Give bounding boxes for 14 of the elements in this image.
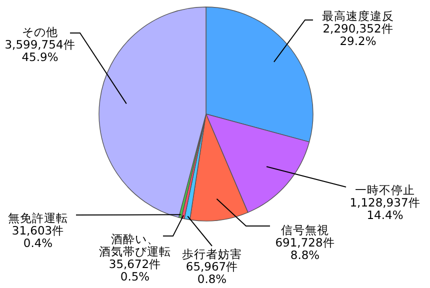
data-label: 2,290,352件 29.2% [322,22,394,48]
slice-label: その他 [22,25,58,40]
slice-label: 歩行者妨害 [182,247,242,262]
data-label: 31,603件 0.4% [12,224,64,250]
slice-label: 信号無視 [281,223,329,238]
slice-label: 最高速度違反 [322,9,394,24]
data-label: 35,672件 0.5% [108,257,162,284]
slice-label: 無免許運転 [8,211,68,226]
slice-label: 一時不停止 [355,183,415,198]
data-label: 691,728件 8.8% [275,236,335,262]
data-label: 3,599,754件 45.9% [4,38,76,64]
data-label: 65,967件 0.8% [186,260,238,286]
data-label: 1,128,937件 14.4% [350,196,420,222]
slice-label: 酒酔い、酒気帯び運転 [99,232,171,259]
